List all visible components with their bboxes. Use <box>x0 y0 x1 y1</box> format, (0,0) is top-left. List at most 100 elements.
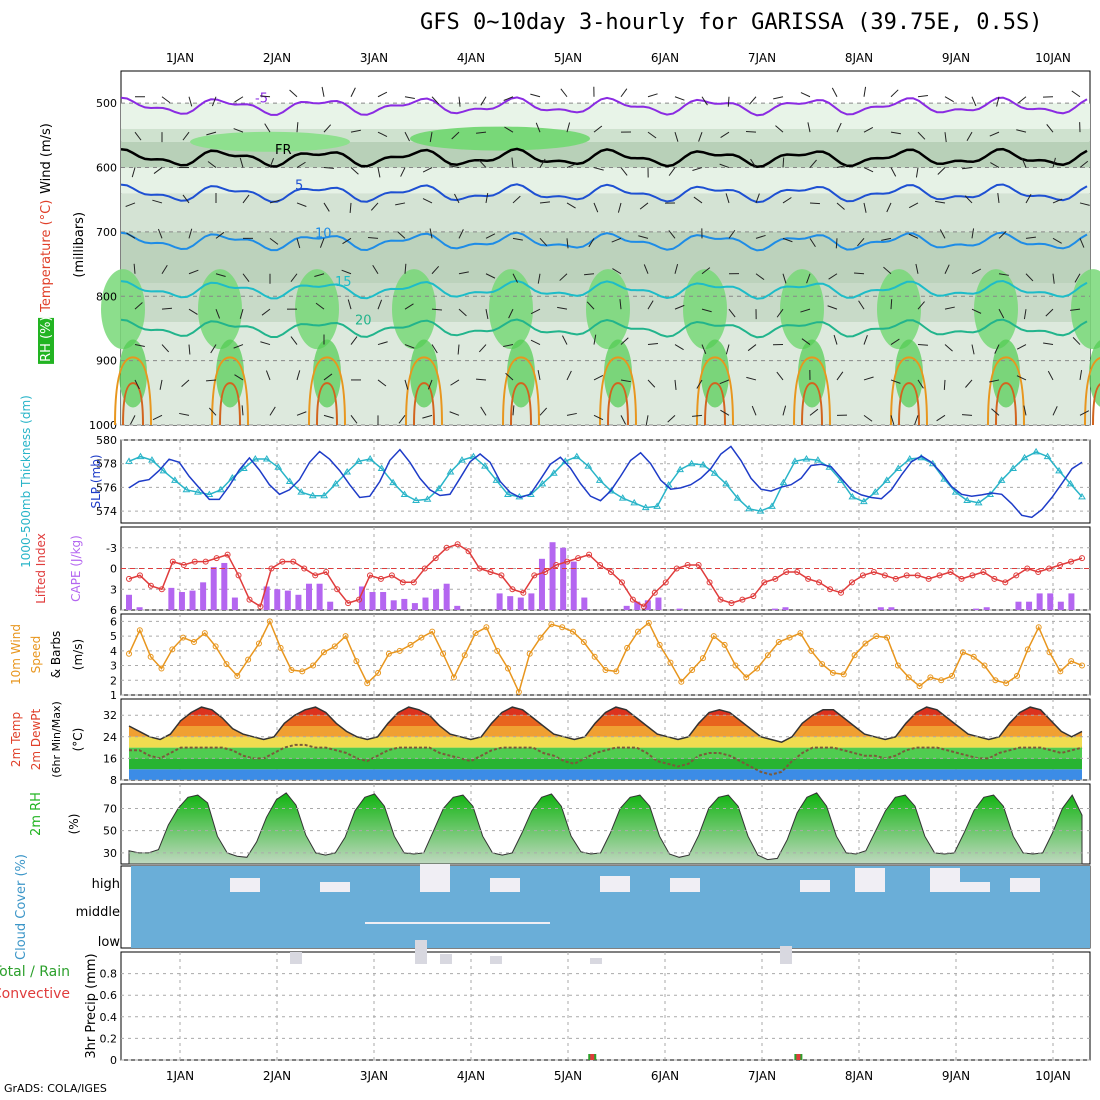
warm-inner-loop-10 <box>1092 383 1100 426</box>
thickness-point <box>974 498 983 506</box>
lifted-index-point <box>629 596 636 603</box>
wind-barb <box>133 263 136 274</box>
wind-barb <box>863 334 868 345</box>
cloud-tick-low: low <box>98 935 121 950</box>
wind-barb <box>917 379 924 389</box>
day-tick-bottom-9JAN: 9JAN <box>942 1069 970 1083</box>
thickness-point <box>687 459 696 467</box>
wind-speed-point <box>873 633 880 640</box>
cape-bar <box>549 542 556 610</box>
wind-barb <box>692 414 703 417</box>
wind-barb <box>612 268 622 275</box>
wind-barb <box>512 237 523 241</box>
warm-loop-9 <box>987 356 1025 426</box>
wind-speed-point <box>136 627 143 634</box>
wind-barb <box>234 96 244 103</box>
wind-speed-point <box>245 656 252 663</box>
rh-ylabel-2: (%) <box>67 814 81 835</box>
wind-barb <box>512 273 518 283</box>
warm-loop-3 <box>405 356 443 426</box>
wind-speed-point <box>678 678 685 685</box>
lifted-index-point <box>739 596 746 603</box>
wind-barb <box>701 267 711 275</box>
thickness-point <box>1020 453 1029 461</box>
rh-core-2 <box>313 339 341 408</box>
wind-barb <box>242 273 250 283</box>
warm-inner-loop-8 <box>898 382 920 426</box>
thickness-point <box>618 494 627 501</box>
lifted-index-point <box>202 558 209 565</box>
thickness-point <box>159 466 168 474</box>
warm-inner-loop-6 <box>704 382 726 426</box>
temp-band-5 <box>129 715 1082 726</box>
temp-band-1 <box>129 758 1082 770</box>
wind-speed-point <box>320 649 327 656</box>
wind-barb <box>429 132 433 143</box>
cape-bar <box>358 586 365 610</box>
wind-barb <box>863 202 867 213</box>
day-tick-top-1JAN: 1JAN <box>166 51 194 65</box>
wind-barb <box>511 157 514 168</box>
day-tick-top-5JAN: 5JAN <box>554 51 582 65</box>
wind-ylabel-1: 10m Wind <box>9 624 23 685</box>
lifted-index-point <box>531 572 538 579</box>
wind-barb <box>998 308 1005 319</box>
lifted-index-point <box>1057 562 1064 569</box>
wind-barb <box>480 406 487 416</box>
wind-barb <box>485 233 496 239</box>
wind-barb <box>917 131 926 140</box>
wind-barb <box>323 373 333 381</box>
cape-bar <box>390 600 397 610</box>
wind-barb <box>179 412 190 416</box>
cloud-high-block <box>670 878 700 892</box>
cape-bar <box>538 558 545 610</box>
wind-barb <box>367 236 379 239</box>
cloud-high-block <box>800 880 830 892</box>
wind-barb <box>152 414 163 421</box>
precip-legend-total: Total / Rain <box>0 964 70 980</box>
lifted-index-point <box>366 572 373 579</box>
thickness-point <box>733 494 742 501</box>
rh-tick-30: 30 <box>103 847 117 860</box>
slp-line <box>128 445 1083 519</box>
wind-barb <box>593 167 604 171</box>
wind-barb <box>935 200 946 204</box>
wind-barb <box>1025 194 1032 204</box>
wind-barb <box>782 405 787 416</box>
upper-ylabel-2: Wind (m/s) <box>39 123 54 194</box>
wind-speed-point <box>916 683 923 690</box>
wind-barb <box>566 202 576 209</box>
wind-speed-point <box>1046 649 1053 656</box>
cape-bar <box>168 587 175 610</box>
isotherm-20 <box>120 318 1088 339</box>
wind-barb <box>990 162 1000 168</box>
temp-tick-24: 24 <box>103 731 117 744</box>
wind-barb <box>593 125 603 133</box>
wind-speed-point <box>1057 668 1064 675</box>
lifted-index-point <box>881 572 888 579</box>
thickness-point <box>366 454 375 462</box>
pressure-tick-1000: 1000 <box>89 419 117 432</box>
warm-loop-4 <box>502 356 540 426</box>
wind-speed-point <box>353 658 360 665</box>
wind-barb <box>431 308 443 311</box>
lifted-index-point <box>958 575 965 582</box>
wind-speed-point <box>981 662 988 669</box>
wind-barb <box>188 269 199 275</box>
cape-bar <box>655 597 662 610</box>
pressure-tick-900: 900 <box>96 355 117 368</box>
wind-speed-point <box>764 652 771 659</box>
cape-bar <box>782 607 789 610</box>
wind-barb <box>971 96 977 107</box>
wind-barb <box>265 370 271 381</box>
cape-bar <box>570 561 577 610</box>
wind-barb <box>915 263 919 274</box>
wind-barb <box>296 411 307 416</box>
wind-barb <box>480 96 487 106</box>
pressure-tick-800: 800 <box>96 290 117 303</box>
thickness-point <box>481 462 489 469</box>
wind-barb <box>800 308 811 313</box>
lifted-index-point <box>695 562 702 569</box>
wind-barb <box>242 194 250 204</box>
